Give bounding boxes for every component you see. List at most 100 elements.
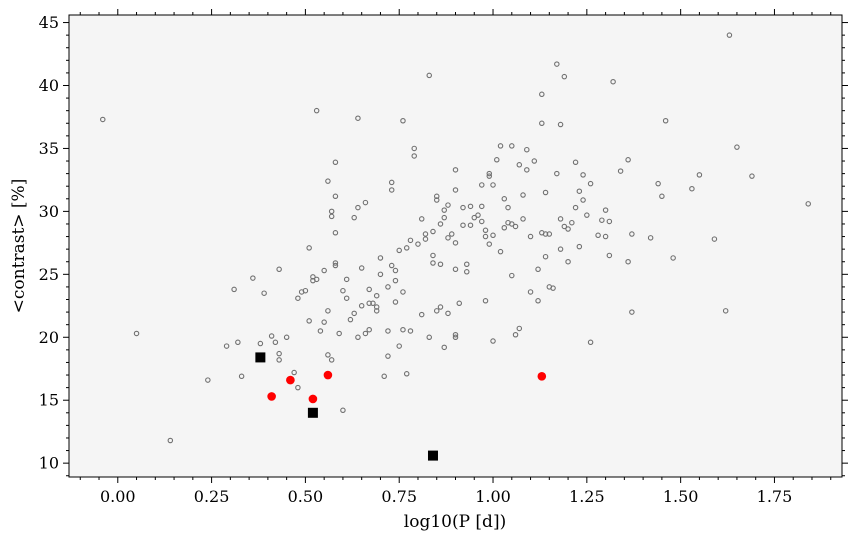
- data-point: [749, 173, 755, 179]
- data-point: [268, 333, 275, 339]
- data-point: [362, 330, 369, 337]
- square-point: [427, 450, 438, 461]
- data-point: [426, 72, 432, 79]
- data-point: [584, 212, 590, 218]
- data-point: [351, 214, 357, 221]
- data-point: [625, 258, 631, 265]
- data-point: [520, 192, 526, 198]
- data-point: [373, 292, 380, 299]
- data-point: [295, 384, 301, 391]
- data-point: [452, 240, 459, 246]
- data-point: [670, 255, 676, 261]
- data-point: [554, 61, 560, 67]
- data-point: [471, 214, 478, 221]
- data-point: [426, 334, 432, 341]
- highlight-point: [267, 392, 276, 401]
- data-point: [482, 227, 489, 234]
- data-point: [373, 304, 380, 310]
- data-point: [557, 216, 564, 222]
- data-point: [250, 275, 256, 281]
- data-point: [662, 117, 669, 124]
- highlight-point: [323, 370, 333, 380]
- x-tick-label: 1.00: [475, 487, 511, 506]
- data-point: [711, 236, 718, 242]
- data-point: [407, 237, 414, 244]
- data-point: [565, 226, 571, 232]
- data-point: [366, 300, 372, 307]
- data-point: [542, 189, 549, 196]
- data-point: [441, 207, 447, 213]
- data-point: [328, 213, 335, 220]
- data-point: [388, 187, 395, 193]
- data-point: [539, 91, 545, 98]
- data-point: [340, 287, 346, 294]
- data-point: [696, 172, 703, 178]
- data-point: [531, 158, 538, 164]
- data-point: [602, 207, 609, 213]
- data-point: [306, 318, 312, 324]
- data-point: [617, 168, 624, 174]
- data-point: [512, 331, 519, 338]
- data-point: [486, 241, 493, 247]
- data-point: [441, 214, 447, 221]
- data-point: [332, 260, 339, 266]
- data-point: [385, 284, 391, 290]
- data-point: [430, 228, 436, 235]
- data-point: [542, 253, 549, 260]
- data-point: [370, 300, 376, 307]
- data-point: [535, 266, 541, 273]
- data-point: [328, 357, 335, 363]
- data-point: [550, 285, 556, 291]
- data-point: [497, 143, 504, 149]
- data-point: [524, 146, 530, 153]
- data-point: [377, 255, 384, 261]
- data-point: [411, 145, 417, 152]
- data-point: [343, 276, 350, 283]
- data-point: [490, 182, 496, 188]
- data-point: [377, 271, 384, 278]
- data-point: [332, 230, 339, 236]
- data-point: [572, 159, 579, 166]
- data-point: [565, 258, 571, 265]
- data-point: [385, 328, 391, 334]
- data-point: [336, 330, 342, 337]
- x-axis-label: log10(P [d]): [404, 512, 506, 532]
- data-point: [475, 212, 481, 218]
- data-point: [430, 252, 436, 259]
- data-point: [546, 231, 553, 237]
- data-point: [520, 216, 526, 222]
- data-point: [321, 319, 327, 325]
- data-point: [325, 178, 331, 184]
- data-point: [445, 235, 451, 241]
- data-point: [516, 325, 523, 332]
- data-point: [460, 222, 466, 228]
- data-point: [373, 308, 380, 314]
- data-point: [396, 247, 402, 254]
- data-point: [497, 248, 504, 255]
- data-point: [306, 245, 312, 251]
- data-point: [351, 310, 357, 317]
- data-point: [276, 350, 282, 357]
- data-point: [452, 167, 459, 173]
- data-point: [223, 343, 230, 349]
- data-point: [659, 193, 665, 200]
- data-point: [587, 180, 594, 187]
- data-point: [625, 157, 631, 163]
- data-point: [452, 331, 459, 338]
- data-point: [231, 286, 237, 293]
- x-tick-label: 1.50: [663, 487, 699, 506]
- data-point: [452, 187, 459, 193]
- data-point: [358, 303, 365, 309]
- data-point: [479, 203, 485, 210]
- data-point: [554, 170, 560, 177]
- data-point: [388, 262, 395, 269]
- data-point: [501, 224, 508, 231]
- data-point: [362, 199, 369, 206]
- data-point: [535, 298, 541, 304]
- x-tick-label: 0.00: [100, 487, 136, 506]
- data-point: [366, 286, 372, 293]
- data-point: [332, 262, 339, 269]
- data-point: [448, 231, 455, 237]
- data-point: [557, 246, 564, 252]
